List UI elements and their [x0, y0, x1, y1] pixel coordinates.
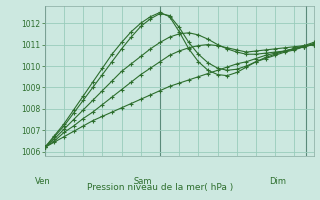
Text: Dim: Dim [269, 177, 286, 186]
Text: Sam: Sam [133, 177, 152, 186]
Text: Pression niveau de la mer( hPa ): Pression niveau de la mer( hPa ) [87, 183, 233, 192]
Text: Ven: Ven [35, 177, 51, 186]
